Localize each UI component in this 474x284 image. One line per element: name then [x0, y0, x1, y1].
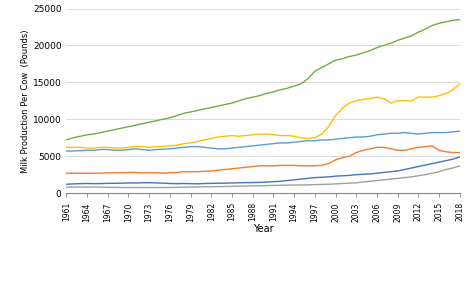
USA [160, 118, 166, 121]
Line: India: India [66, 166, 460, 187]
Italy [360, 98, 366, 101]
USA [326, 62, 331, 66]
Brazil [443, 159, 449, 162]
New Zealand [153, 148, 159, 151]
China [395, 149, 401, 152]
China [354, 151, 359, 154]
Brazil [326, 175, 331, 179]
Italy [457, 82, 463, 85]
New Zealand [395, 131, 401, 135]
India [118, 186, 124, 189]
New Zealand [160, 147, 166, 151]
Brazil [395, 169, 401, 173]
Y-axis label: Milk Production Per Cow  (Pounds): Milk Production Per Cow (Pounds) [21, 29, 30, 173]
India [443, 168, 449, 171]
China [457, 151, 463, 154]
India [360, 180, 366, 184]
Brazil [160, 181, 166, 185]
USA [153, 119, 159, 122]
Italy [64, 146, 69, 149]
China [443, 150, 449, 153]
New Zealand [354, 135, 359, 139]
Brazil [457, 155, 463, 159]
Italy [333, 114, 338, 117]
Italy [402, 99, 408, 103]
Line: New Zealand: New Zealand [66, 131, 460, 151]
Brazil [64, 183, 69, 186]
New Zealand [64, 149, 69, 153]
India [64, 185, 69, 189]
China [153, 171, 159, 174]
USA [395, 39, 401, 42]
USA [457, 18, 463, 21]
Line: Italy: Italy [66, 84, 460, 148]
Brazil [153, 181, 159, 185]
New Zealand [457, 130, 463, 133]
Italy [160, 145, 166, 148]
India [457, 164, 463, 168]
China [429, 144, 435, 148]
USA [443, 20, 449, 24]
China [326, 162, 331, 165]
India [333, 182, 338, 186]
New Zealand [326, 138, 331, 142]
Line: USA: USA [66, 20, 460, 140]
Brazil [354, 173, 359, 176]
X-axis label: Year: Year [253, 224, 273, 234]
India [167, 186, 173, 189]
USA [64, 138, 69, 142]
Italy [167, 144, 173, 148]
New Zealand [443, 131, 449, 134]
USA [354, 53, 359, 57]
Line: Brazil: Brazil [66, 157, 460, 184]
China [160, 172, 166, 175]
Italy [443, 92, 449, 95]
India [402, 176, 408, 179]
Line: China: China [66, 146, 460, 173]
China [64, 172, 69, 175]
India [160, 186, 166, 189]
Italy [84, 146, 90, 150]
